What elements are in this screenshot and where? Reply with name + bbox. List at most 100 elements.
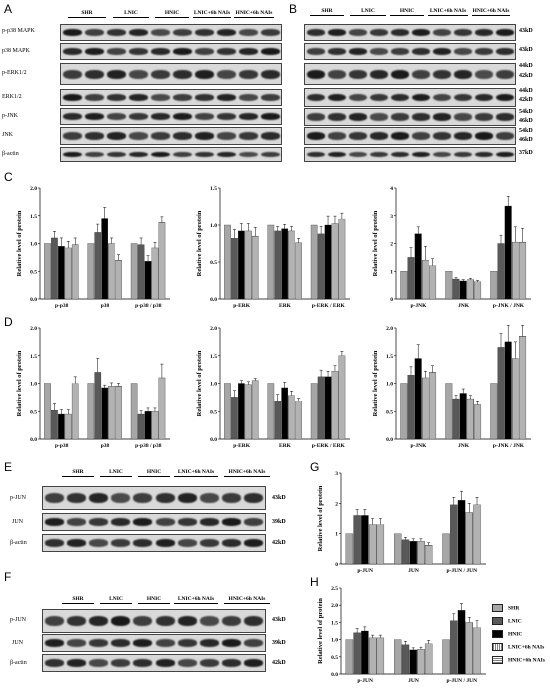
blot-band — [474, 29, 493, 36]
bar — [400, 383, 408, 440]
blot-band — [390, 151, 409, 158]
blot-band — [84, 113, 104, 120]
bar — [361, 630, 369, 675]
blot-band — [199, 518, 220, 526]
y-tick-label: 1.0 — [386, 382, 393, 388]
blot-band — [199, 659, 220, 667]
blot-band — [238, 29, 258, 36]
bar — [421, 260, 429, 300]
blot-band — [44, 539, 64, 547]
blot-band — [432, 93, 451, 102]
blot-band — [369, 48, 388, 55]
bar — [44, 383, 51, 440]
x-tick-label: p-ERK — [233, 443, 251, 449]
kd-label: 37kD — [519, 150, 533, 156]
bar — [317, 233, 325, 300]
blot-band — [432, 113, 451, 121]
bar — [231, 397, 238, 440]
blot-strip — [304, 24, 516, 41]
row-label: p-p38 MAPK — [2, 28, 35, 34]
kd-label: 43kD — [272, 617, 286, 623]
blot-band — [150, 29, 170, 36]
blot-band — [128, 48, 148, 55]
bar — [94, 372, 102, 440]
blot-band — [411, 132, 430, 140]
blot-band — [155, 539, 175, 547]
bar — [151, 247, 159, 300]
y-tick-label: 1.5 — [210, 354, 217, 360]
blot-band — [348, 93, 367, 102]
row-label: β-actin — [2, 151, 19, 157]
blot-band — [222, 639, 242, 647]
bar — [144, 411, 152, 440]
blot-band — [194, 132, 214, 140]
blot-band — [172, 113, 192, 120]
panel-g-letter: G — [310, 460, 320, 474]
blot-band — [111, 493, 131, 503]
blot-band — [106, 94, 126, 101]
blot-band — [260, 48, 280, 55]
bar — [394, 533, 402, 565]
lane-header: HNIC+6h NAIs — [222, 469, 272, 477]
legend-item: HNIC+6h NAIs — [492, 656, 545, 664]
x-tick-label: p-ERK / ERK — [312, 303, 346, 309]
bar — [519, 336, 527, 440]
blot-band — [66, 659, 86, 667]
blot-band — [194, 69, 214, 79]
x-tick-label: p38 — [101, 443, 110, 449]
y-axis-label: Relative level of protein — [372, 210, 379, 276]
bar — [473, 627, 481, 675]
blot-strip — [304, 63, 516, 85]
blot-band — [238, 48, 258, 55]
bar — [288, 230, 295, 300]
bar — [450, 504, 458, 565]
blot-band — [244, 616, 264, 626]
blot-band — [453, 48, 472, 55]
blot-band — [411, 93, 430, 102]
blot-band — [199, 539, 220, 547]
blot-band — [133, 539, 153, 547]
blot-band — [88, 539, 109, 547]
y-tick-label: 1.5 — [210, 186, 217, 192]
y-tick-label: 2.0 — [30, 186, 37, 192]
legend-item: HNIC — [492, 630, 522, 638]
bar — [414, 358, 422, 440]
lane-header: SHR — [60, 469, 96, 477]
blot-band — [194, 94, 214, 101]
blot-band — [474, 151, 493, 158]
blot-band — [327, 48, 346, 55]
bar — [238, 383, 245, 440]
bar — [251, 235, 259, 300]
panel-f-letter: F — [4, 570, 12, 584]
blot-band — [128, 29, 148, 36]
blot-band — [128, 151, 148, 158]
bar — [87, 383, 95, 440]
blot-band — [222, 616, 242, 626]
blot-band — [222, 659, 242, 667]
y-tick-label: 2 — [390, 242, 393, 248]
blot-band — [62, 48, 82, 55]
blot-band — [111, 518, 131, 526]
y-axis-label: Relative level of protein — [16, 210, 23, 276]
y-tick-label: 0 — [390, 297, 393, 303]
bar — [115, 260, 122, 300]
y-tick-label: 0.5 — [210, 409, 217, 415]
blot-band — [222, 493, 242, 503]
bar — [401, 644, 410, 675]
blot-band — [369, 113, 388, 121]
blot-band — [348, 69, 367, 79]
blot-band — [172, 151, 192, 158]
y-axis-label: Relative level of protein — [16, 350, 23, 416]
lane-header: LNIC — [111, 10, 151, 18]
blot-band — [495, 113, 514, 121]
y-tick-label: 3 — [335, 471, 338, 477]
blot-band — [155, 639, 175, 647]
bar — [115, 386, 122, 440]
lane-header: LNIC+6h NAIs — [172, 596, 220, 604]
bar — [376, 637, 385, 675]
blot-strip — [60, 127, 282, 145]
blot-strip — [42, 654, 266, 672]
y-tick-label: 0.5 — [210, 260, 217, 266]
blot-band — [88, 616, 109, 626]
blot-band — [172, 132, 192, 140]
